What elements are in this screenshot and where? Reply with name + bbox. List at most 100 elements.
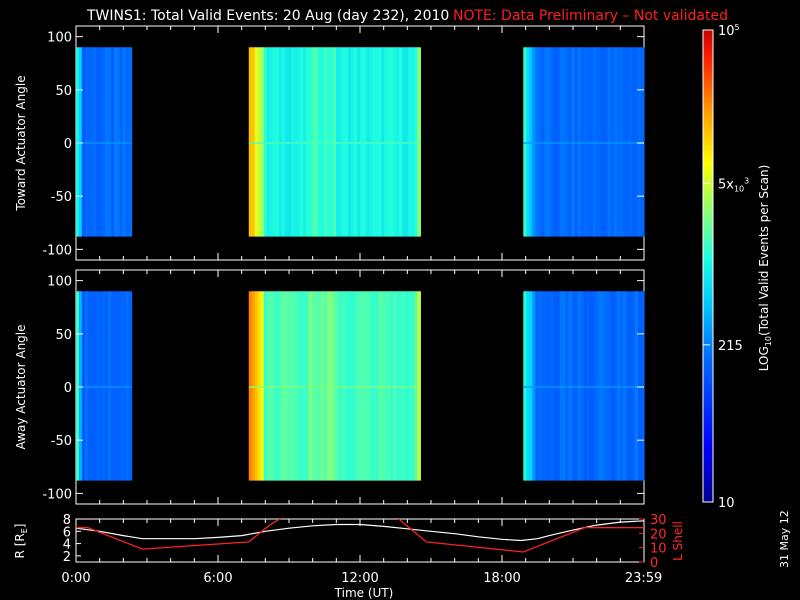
heatmap-cell <box>568 47 573 237</box>
heatmap-cell <box>526 47 530 237</box>
away-y-axis: 100 50 0 -50 -100 <box>42 275 644 502</box>
heatmap-cell <box>559 291 564 481</box>
heatmap-cell <box>78 47 83 237</box>
heatmap-cell <box>577 291 582 481</box>
heatmap-cell <box>604 47 609 237</box>
heatmap-cell <box>387 291 391 481</box>
heatmap-cell <box>111 47 115 237</box>
heatmap-cell <box>116 47 121 237</box>
heatmap-cell <box>378 291 382 481</box>
y-tick-label: 50 <box>55 328 72 343</box>
heatmap-cell <box>414 291 418 481</box>
heatmap-cell <box>363 47 367 237</box>
heatmap-cell <box>553 291 558 481</box>
heatmap-cell <box>523 291 527 481</box>
heatmap-cell <box>81 47 86 237</box>
heatmap-cell <box>616 47 621 237</box>
heatmap-cell <box>76 47 80 237</box>
heatmap-cell <box>634 47 639 237</box>
heatmap-cell <box>408 47 412 237</box>
heatmap-cell <box>640 291 645 481</box>
heatmap-cell <box>586 291 591 481</box>
heatmap-cell <box>339 291 343 481</box>
heatmap-cell <box>122 291 127 481</box>
x-tick-label: 18:00 <box>483 571 520 586</box>
heatmap-cell <box>625 47 630 237</box>
heatmap-cell <box>637 291 642 481</box>
heatmap-cell <box>616 291 621 481</box>
heatmap-cell <box>116 291 121 481</box>
heatmap-cell <box>411 291 415 481</box>
orbit-right-label: L Shell <box>671 521 685 561</box>
heatmap-cell <box>538 47 543 237</box>
colorbar-tick-label: 10 <box>718 496 735 511</box>
heatmap-cell <box>562 291 567 481</box>
heatmap-cell <box>402 47 406 237</box>
heatmap-cell <box>592 47 597 237</box>
x-tick-label: 6:00 <box>203 571 232 586</box>
date-stamp: 31 May 12 <box>778 510 791 568</box>
heatmap-cell <box>538 291 543 481</box>
heatmap-cell <box>396 47 400 237</box>
heatmap-cell <box>287 291 292 481</box>
y-tick-label: -100 <box>42 243 72 258</box>
heatmap-cell <box>318 291 322 481</box>
heatmap-cell <box>390 47 394 237</box>
heatmap-cell <box>613 291 618 481</box>
orbit-right-tick-label: 10 <box>650 542 667 557</box>
heatmap-cell <box>263 291 268 481</box>
orbit-left-label-close: ] <box>13 524 27 529</box>
heatmap-zero-band <box>248 386 421 388</box>
heatmap-cell <box>351 47 355 237</box>
heatmap-cell <box>574 291 579 481</box>
heatmap-cell <box>399 47 403 237</box>
heatmap-cell <box>357 291 361 481</box>
heatmap-cell <box>541 291 546 481</box>
heatmap-cell <box>553 47 558 237</box>
heatmap-cell <box>580 291 585 481</box>
colorbar-ticks: 10 215 5x103 105 <box>703 23 749 511</box>
heatmap-cell <box>125 47 130 237</box>
preliminary-note: NOTE: Data Preliminary – Not validated <box>453 8 728 24</box>
heatmap-cell <box>81 291 86 481</box>
heatmap-cell <box>372 47 376 237</box>
heatmap-cell <box>369 291 373 481</box>
heatmap-cell <box>290 291 295 481</box>
heatmap-cell <box>360 291 364 481</box>
heatmap-cell <box>354 291 358 481</box>
heatmap-cell <box>254 47 259 237</box>
heatmap-cell <box>393 291 397 481</box>
heatmap-cell <box>529 47 533 237</box>
heatmap-cell <box>390 291 394 481</box>
heatmap-cell <box>595 47 600 237</box>
heatmap-zero-band <box>248 142 421 144</box>
heatmap-cell <box>339 47 343 237</box>
heatmap-cell <box>571 47 576 237</box>
heatmap-cell <box>631 47 636 237</box>
heatmap-cell <box>263 47 268 237</box>
heatmap-cell <box>266 291 271 481</box>
heatmap-cell <box>248 47 253 237</box>
heatmap-cell <box>318 47 322 237</box>
orbit-right-tick-label: 0 <box>650 556 658 571</box>
heatmap-cell <box>348 291 352 481</box>
heatmap-cell <box>565 47 570 237</box>
heatmap-cell <box>622 47 627 237</box>
heatmap-cell <box>269 47 274 237</box>
heatmap-cell <box>260 47 265 237</box>
heatmap-cell <box>314 291 319 481</box>
heatmap-cell <box>550 47 555 237</box>
heatmap-cell <box>583 291 588 481</box>
heatmap-cell <box>351 291 355 481</box>
heatmap-cell <box>122 47 127 237</box>
heatmap-cell <box>342 291 346 481</box>
heatmap-cell <box>119 291 124 481</box>
heatmap-cell <box>544 291 549 481</box>
heatmap-cell <box>290 47 295 237</box>
heatmap-cell <box>336 47 340 237</box>
heatmap-cell <box>529 291 533 481</box>
orbit-left-label: R [RE] <box>13 524 29 559</box>
heatmap-cell <box>628 291 633 481</box>
orbit-right-tick-label: 20 <box>650 527 667 542</box>
heatmap-cell <box>532 291 536 481</box>
